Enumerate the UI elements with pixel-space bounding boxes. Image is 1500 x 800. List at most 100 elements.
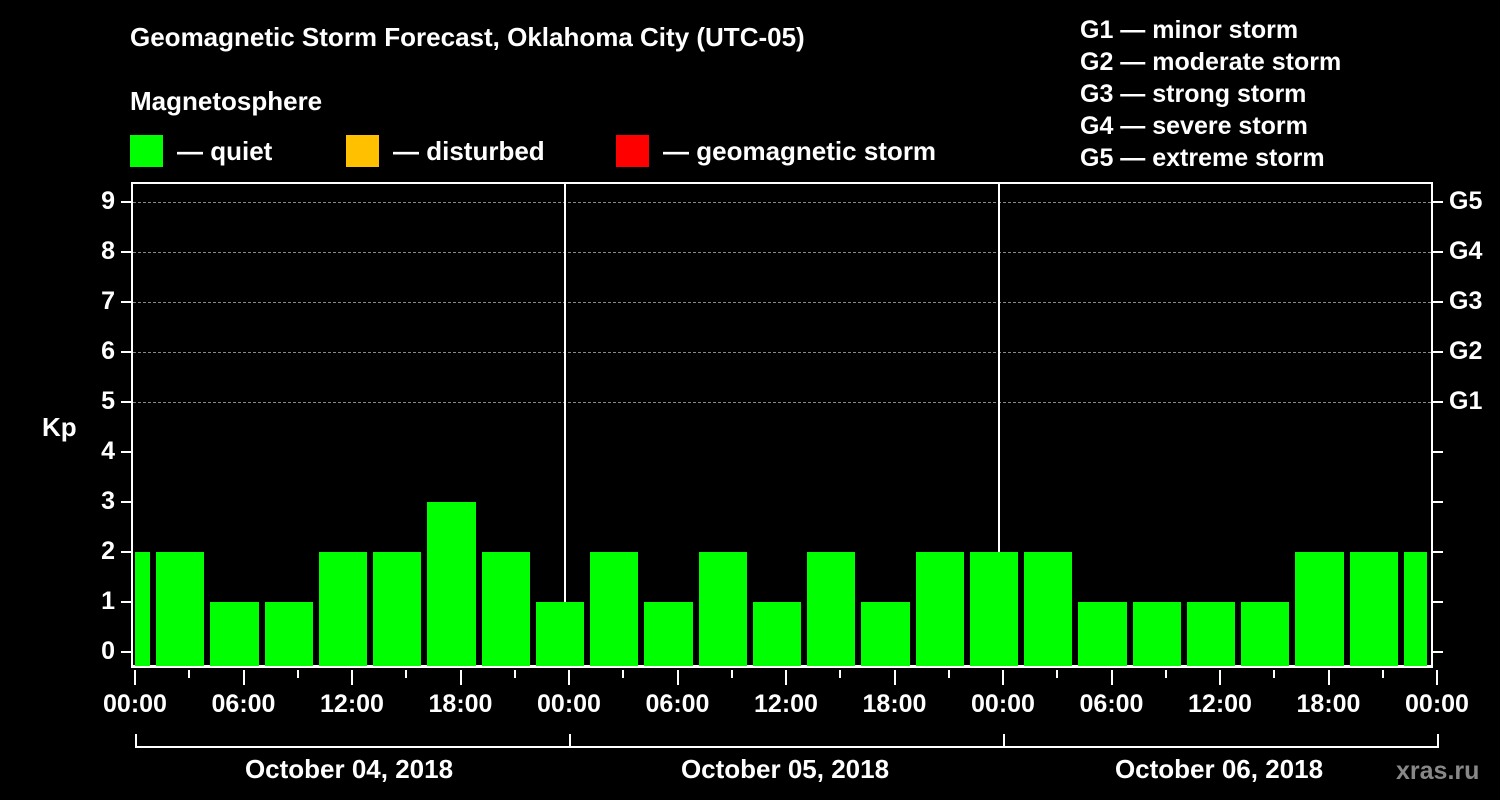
x-major-tick — [134, 670, 136, 685]
x-major-tick — [1327, 670, 1330, 685]
kp-bar — [264, 602, 313, 666]
y-tick — [121, 401, 131, 403]
storm-level-list: G1 — minor storm G2 — moderate storm G3 … — [1080, 14, 1341, 174]
disturbed-swatch-icon — [346, 135, 379, 167]
x-tick-label: 06:00 — [1079, 690, 1144, 718]
x-minor-tick — [405, 670, 408, 678]
x-tick-label: 06:00 — [645, 690, 710, 718]
x-minor-tick — [1164, 670, 1167, 678]
y-tick-right — [1433, 401, 1443, 403]
kp-bar — [969, 552, 1018, 666]
gridline-kp-7 — [133, 302, 1431, 303]
x-major-tick — [1002, 670, 1004, 685]
kp-bar — [535, 602, 584, 666]
storm-level-g5: G5 — extreme storm — [1080, 144, 1325, 172]
y-tick-label: 3 — [101, 487, 115, 515]
y-tick-right — [1433, 301, 1443, 303]
x-major-tick — [1110, 670, 1113, 685]
y-tick-right — [1433, 201, 1443, 203]
y-tick-right — [1433, 251, 1443, 253]
x-major-tick — [351, 670, 353, 685]
x-minor-tick — [730, 670, 733, 678]
date-bracket — [1003, 734, 1439, 748]
gridline-kp-5 — [133, 402, 1431, 403]
x-major-tick — [1219, 670, 1221, 685]
y-tick — [121, 601, 131, 603]
g-level-label: G1 — [1449, 387, 1483, 415]
gridline-kp-8 — [133, 252, 1431, 253]
x-major-tick — [242, 670, 245, 685]
kp-bar — [1078, 602, 1127, 666]
kp-bar — [1132, 602, 1181, 666]
kp-bar — [752, 602, 801, 666]
x-tick-label: 00:00 — [103, 690, 167, 718]
x-major-tick — [893, 670, 896, 685]
date-bracket — [569, 734, 1005, 748]
y-tick-label: 0 — [101, 637, 115, 665]
kp-bar — [1024, 552, 1073, 666]
storm-level-g4: G4 — severe storm — [1080, 112, 1308, 140]
y-tick-label: 5 — [101, 387, 115, 415]
kp-bar — [481, 552, 530, 666]
y-tick-label: 8 — [101, 237, 115, 265]
kp-bar — [1403, 552, 1427, 666]
y-tick-right — [1433, 651, 1443, 653]
kp-bar — [861, 602, 910, 666]
kp-bar — [156, 552, 205, 666]
g-level-label: G3 — [1449, 287, 1483, 315]
gridline-kp-9 — [133, 202, 1431, 203]
x-minor-tick — [622, 670, 625, 678]
kp-bar — [915, 552, 964, 666]
y-tick — [121, 451, 131, 453]
y-tick — [121, 501, 131, 503]
y-tick-right — [1433, 551, 1443, 553]
legend-storm: — geomagnetic storm — [616, 134, 936, 168]
kp-bar — [644, 602, 693, 666]
storm-swatch-icon — [616, 135, 649, 167]
kp-bar — [427, 502, 476, 666]
y-tick — [121, 201, 131, 203]
y-tick-label: 9 — [101, 187, 115, 215]
x-tick-label: 12:00 — [1188, 690, 1252, 718]
legend-quiet: — quiet — [130, 134, 272, 168]
quiet-swatch-icon — [130, 135, 163, 167]
kp-bar — [698, 552, 747, 666]
kp-bar — [373, 552, 422, 666]
x-minor-tick — [1273, 670, 1276, 678]
plot-area — [131, 182, 1433, 668]
legend-disturbed: — disturbed — [346, 134, 545, 168]
date-label: October 05, 2018 — [680, 754, 890, 784]
y-tick — [121, 651, 131, 653]
kp-bar — [1295, 552, 1344, 666]
kp-bar — [807, 552, 856, 666]
kp-bar — [590, 552, 639, 666]
y-tick — [121, 251, 131, 253]
kp-bar — [1349, 552, 1398, 666]
y-tick-right — [1433, 501, 1443, 503]
x-minor-tick — [1056, 670, 1059, 678]
x-tick-label: 18:00 — [1296, 690, 1361, 718]
y-tick-label: 7 — [101, 287, 115, 315]
x-minor-tick — [296, 670, 299, 678]
x-minor-tick — [513, 670, 516, 678]
x-tick-label: 18:00 — [862, 690, 927, 718]
chart-title: Geomagnetic Storm Forecast, Oklahoma Cit… — [130, 22, 805, 52]
y-tick — [121, 351, 131, 353]
date-bracket — [135, 734, 571, 748]
x-minor-tick — [1381, 670, 1384, 678]
y-tick-label: 1 — [101, 587, 115, 615]
kp-bar — [1186, 602, 1235, 666]
y-tick — [121, 301, 131, 303]
x-tick-label: 00:00 — [537, 690, 601, 718]
x-major-tick — [1436, 670, 1438, 685]
x-minor-tick — [188, 670, 191, 678]
storm-level-g3: G3 — strong storm — [1080, 80, 1307, 108]
kp-bar — [1241, 602, 1290, 666]
day-separator — [998, 184, 1000, 665]
x-major-tick — [785, 670, 787, 685]
g-level-label: G5 — [1449, 187, 1483, 215]
storm-level-g2: G2 — moderate storm — [1080, 48, 1342, 76]
y-tick-right — [1433, 601, 1443, 603]
day-separator — [564, 184, 566, 665]
y-tick-label: 6 — [101, 337, 115, 365]
